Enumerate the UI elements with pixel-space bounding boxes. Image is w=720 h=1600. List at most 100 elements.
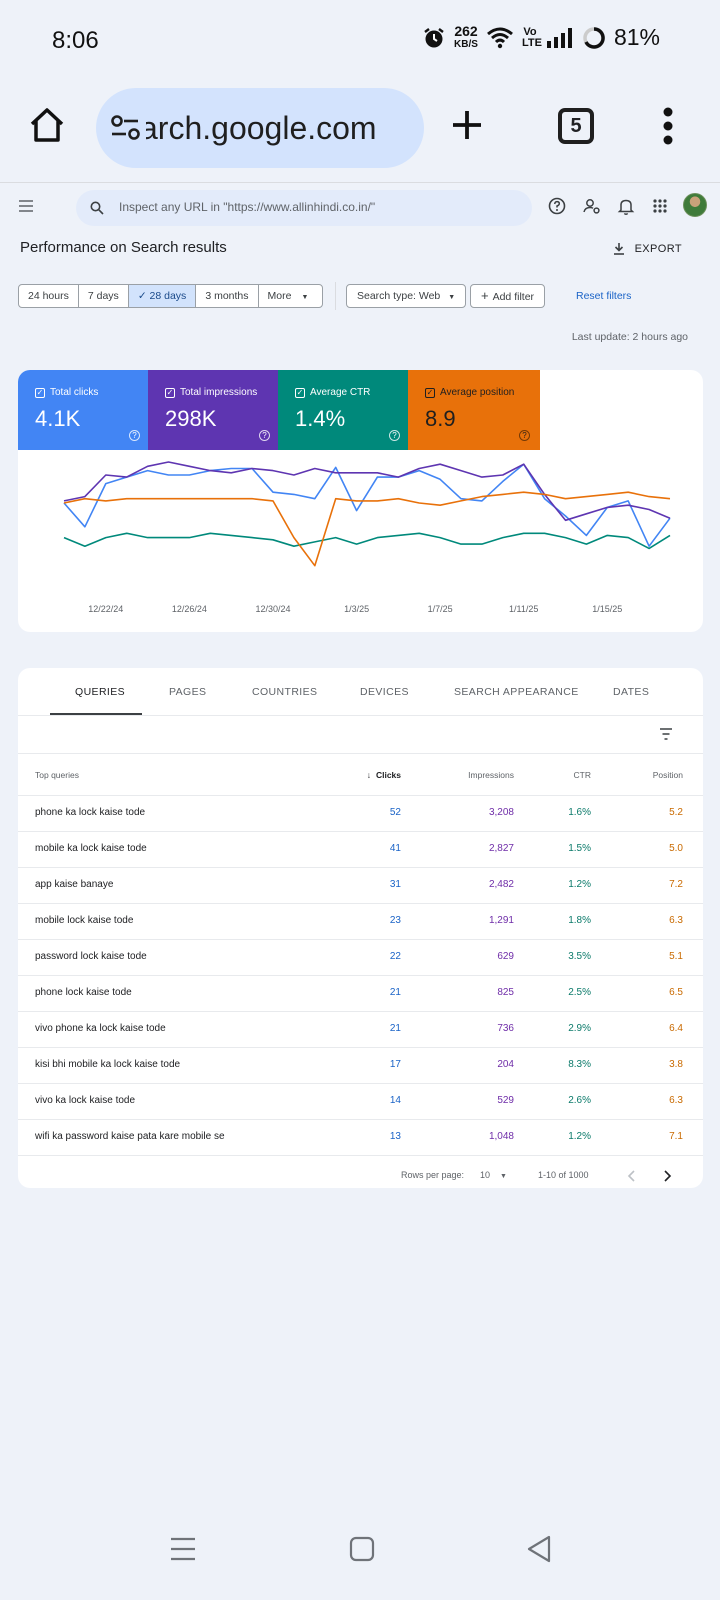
query-cell: vivo ka lock kaise tode (35, 1095, 136, 1106)
metric-value: 4.1K (35, 406, 81, 431)
pagination: Rows per page: 10 ▼ 1-10 of 1000 (18, 1156, 703, 1188)
help-icon[interactable]: ? (259, 430, 270, 441)
page-range: 1-10 of 1000 (538, 1170, 589, 1180)
caret-down-icon: ▼ (500, 1173, 507, 1180)
help-icon[interactable]: ? (519, 430, 530, 441)
checkbox-icon: ✓ (35, 387, 45, 398)
reset-filters-link[interactable]: Reset filters (576, 290, 632, 302)
table-row[interactable]: wifi ka password kaise pata kare mobile … (18, 1120, 703, 1156)
alarm-icon (424, 27, 444, 47)
position-cell: 5.2 (669, 807, 683, 818)
position-cell: 5.0 (669, 843, 683, 854)
range-7-days[interactable]: 7 days (79, 285, 129, 307)
x-tick-label: 1/7/25 (428, 604, 453, 614)
notifications-icon[interactable] (615, 195, 637, 217)
range-24-hours[interactable]: 24 hours (19, 285, 79, 307)
tab-switcher-button[interactable]: 5 (558, 108, 594, 144)
network-speed: 262 KB/S (454, 22, 478, 50)
range-3-months[interactable]: 3 months (196, 285, 259, 307)
previous-page-icon[interactable] (627, 1170, 637, 1182)
metric-total-clicks[interactable]: ✓ Total clicks 4.1K ? (18, 370, 150, 450)
table-row[interactable]: vivo phone ka lock kaise tode 21 736 2.9% 6.… (18, 1012, 703, 1048)
download-icon (613, 243, 624, 255)
checkbox-icon: ✓ (425, 387, 435, 398)
x-tick-label: 12/30/24 (255, 604, 290, 614)
table-row[interactable]: kisi bhi mobile ka lock kaise tode 17 204 8… (18, 1048, 703, 1084)
manage-users-icon[interactable] (581, 195, 603, 217)
add-filter-button[interactable]: + Add filter (470, 284, 546, 308)
search-type-filter[interactable]: Search type: Web ▼ (346, 284, 467, 308)
address-bar[interactable]: arch.google.com (96, 88, 424, 168)
table-row[interactable]: vivo ka lock kaise tode 14 529 2.6% 6.3 (18, 1084, 703, 1120)
new-tab-icon[interactable] (450, 108, 484, 142)
query-cell: password lock kaise tode (35, 951, 147, 962)
header-clicks[interactable]: ↓ Clicks (366, 770, 401, 780)
url-inspection-search[interactable]: Inspect any URL in "https://www.allinhin… (76, 190, 532, 226)
hamburger-menu-icon[interactable] (18, 200, 34, 212)
metric-average-position[interactable]: ✓ Average position 8.9 ? (408, 370, 540, 450)
table-header: Top queries ↓ Clicks Impressions CTR Posi… (18, 754, 703, 796)
status-time: 8:06 (52, 27, 99, 54)
tab-countries[interactable]: COUNTRIES (252, 686, 318, 698)
site-settings-icon[interactable] (110, 112, 142, 144)
table-row[interactable]: password lock kaise tode 22 629 3.5% 5.1 (18, 940, 703, 976)
range-more[interactable]: More ▼ (267, 290, 309, 302)
apps-grid-icon[interactable] (649, 195, 671, 217)
series-line (63, 532, 671, 550)
table-row[interactable]: mobile ka lock kaise tode 41 2,827 1.5% 5.0 (18, 832, 703, 868)
tab-pages[interactable]: PAGES (169, 686, 207, 698)
back-icon[interactable] (526, 1535, 552, 1563)
table-row[interactable]: app kaise banaye 31 2,482 1.2% 7.2 (18, 868, 703, 904)
header-ctr[interactable]: CTR (573, 770, 591, 780)
impressions-cell: 629 (497, 951, 514, 962)
x-tick-label: 1/3/25 (344, 604, 369, 614)
position-cell: 6.4 (669, 1023, 683, 1034)
metric-average-ctr[interactable]: ✓ Average CTR 1.4% ? (278, 370, 410, 450)
active-tab-indicator (50, 713, 142, 715)
series-line (63, 463, 671, 547)
query-cell: phone ka lock kaise tode (35, 807, 146, 818)
clicks-cell: 22 (389, 951, 401, 962)
recent-apps-icon[interactable] (170, 1536, 196, 1562)
battery-level: 81% (613, 24, 660, 50)
help-icon[interactable]: ? (389, 430, 400, 441)
header-position[interactable]: Position (652, 770, 683, 780)
gsc-header: Inspect any URL in "https://www.allinhin… (0, 182, 720, 232)
dimension-tabs: QUERIES PAGES COUNTRIES DEVICES SEARCH A… (18, 668, 703, 716)
more-options-icon[interactable] (662, 106, 674, 146)
query-cell: mobile ka lock kaise tode (35, 843, 147, 854)
tab-queries[interactable]: QUERIES (75, 686, 126, 698)
filter-icon[interactable] (659, 728, 673, 740)
position-cell: 6.3 (669, 1095, 683, 1106)
ctr-cell: 2.6% (568, 1095, 591, 1106)
header-top-queries[interactable]: Top queries (35, 770, 79, 780)
next-page-icon[interactable] (662, 1170, 672, 1182)
search-console-page: Inspect any URL in "https://www.allinhin… (0, 182, 720, 1482)
clicks-cell: 14 (389, 1095, 401, 1106)
metric-total-impressions[interactable]: ✓ Total impressions 298K ? (148, 370, 280, 450)
tab-search-appearance[interactable]: SEARCH APPEARANCE (454, 686, 579, 698)
range-28-days[interactable]: ✓ 28 days (128, 285, 197, 307)
help-icon[interactable]: ? (129, 430, 140, 441)
metric-value: 8.9 (425, 406, 456, 431)
table-row[interactable]: mobile lock kaise tode 23 1,291 1.8% 6.3 (18, 904, 703, 940)
position-cell: 7.2 (669, 879, 683, 890)
avatar[interactable] (683, 193, 707, 217)
home-button-icon[interactable] (349, 1536, 375, 1562)
table-filter-row (18, 716, 703, 754)
impressions-cell: 2,482 (488, 879, 514, 890)
query-cell: vivo phone ka lock kaise tode (35, 1023, 166, 1034)
rows-per-page-select[interactable]: 10 ▼ (480, 1170, 507, 1180)
table-row[interactable]: phone ka lock kaise tode 52 3,208 1.6% 5.2 (18, 796, 703, 832)
search-input[interactable]: Inspect any URL in "https://www.allinhin… (119, 200, 376, 214)
tab-dates[interactable]: DATES (613, 686, 650, 698)
performance-line-chart: 12/22/24 12/26/24 12/30/24 1/3/25 1/7/25 1/11… (63, 461, 671, 614)
help-icon[interactable] (546, 195, 568, 217)
page-title: Performance on Search results (20, 239, 227, 256)
table-row[interactable]: phone lock kaise tode 21 825 2.5% 6.5 (18, 976, 703, 1012)
header-impressions[interactable]: Impressions (468, 770, 514, 780)
export-button[interactable]: EXPORT (613, 242, 682, 255)
tab-devices[interactable]: DEVICES (360, 686, 409, 698)
battery-icon (583, 26, 605, 49)
home-icon[interactable] (28, 106, 66, 144)
